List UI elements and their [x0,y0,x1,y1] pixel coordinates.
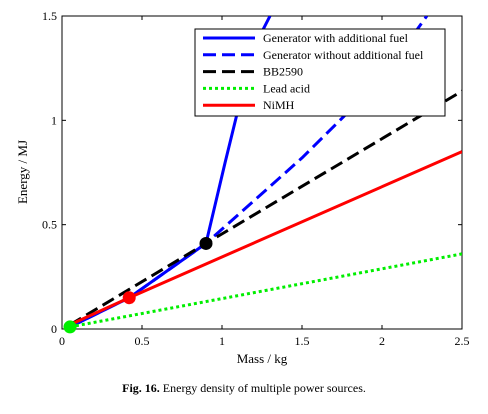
x-tick-label: 2 [379,334,385,348]
data-marker [63,320,77,334]
y-tick-label: 1 [51,113,57,127]
x-tick-label: 0 [59,334,65,348]
x-tick-label: 1 [219,334,225,348]
legend-box [194,28,446,117]
legend-label: Generator with additional fuel [263,31,409,45]
legend: Generator with additional fuel Generator … [194,28,446,117]
x-tick-label: 2.5 [455,334,470,348]
y-tick-label: 0.5 [42,218,57,232]
y-axis-label: Energy / MJ [15,140,30,204]
energy-density-chart: 0 0.5 1 1.5 2 2.5 0 0.5 1 1.5 Mass / kg Energy / … [15,9,470,366]
y-tick-label: 0 [51,322,57,336]
legend-label: Lead acid [263,81,310,95]
legend-label: BB2590 [263,65,303,79]
y-tick-label: 1.5 [42,9,57,23]
series-markers [63,236,213,334]
caption-text: Energy density of multiple power sources… [162,381,366,395]
figure-caption: Fig. 16. Energy density of multiple powe… [0,381,488,396]
legend-label: Generator without additional fuel [263,48,424,62]
legend-label: NiMH [263,98,295,112]
data-marker [122,291,136,305]
series-line [69,252,462,329]
x-axis-label: Mass / kg [237,351,288,366]
data-marker [199,236,213,250]
caption-label: Fig. 16. [122,381,160,395]
x-tick-label: 0.5 [135,334,150,348]
x-tick-label: 1.5 [295,334,310,348]
